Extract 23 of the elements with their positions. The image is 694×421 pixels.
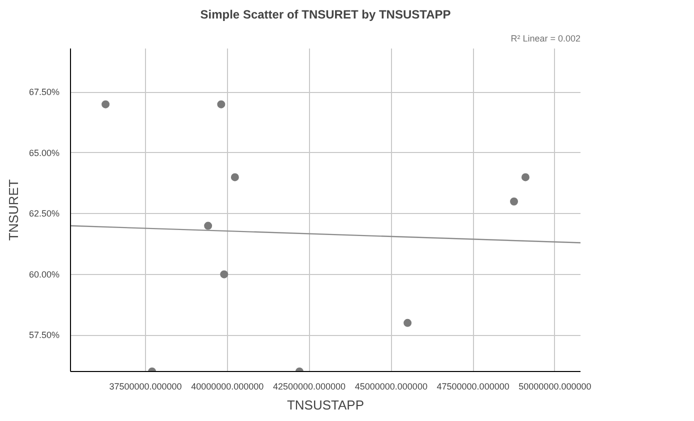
x-tick-label: 37500000.000000 <box>109 382 182 392</box>
y-tick-label: 57.50% <box>28 330 60 340</box>
point <box>102 100 110 108</box>
x-tick-label: 40000000.000000 <box>191 382 264 392</box>
text: R² Linear = 0.002 <box>510 34 581 44</box>
y-tick-label: 65.00% <box>28 148 60 158</box>
point <box>220 270 228 278</box>
y-tick-label: 62.50% <box>28 208 60 219</box>
x-tick-label: 42500000.000000 <box>273 382 346 392</box>
point <box>217 100 226 108</box>
point <box>510 198 518 206</box>
x-tick-label: 47500000.000000 <box>436 382 510 392</box>
point <box>230 173 239 182</box>
x-axis-title: TNSUSTAPP <box>286 398 364 412</box>
point <box>404 318 412 327</box>
y-tick-label: 60.00% <box>28 269 60 280</box>
y-axis-title: TNSURET <box>6 179 21 241</box>
x-tick-label: 45000000.000000 <box>354 382 428 392</box>
y-tick-label: 67.50% <box>28 87 60 98</box>
point <box>521 173 530 182</box>
x-tick-label: 50000000.000000 <box>518 382 592 392</box>
chart-title: Simple Scatter of TNSURET by TNSUSTAPP <box>200 8 451 22</box>
point <box>204 222 212 230</box>
